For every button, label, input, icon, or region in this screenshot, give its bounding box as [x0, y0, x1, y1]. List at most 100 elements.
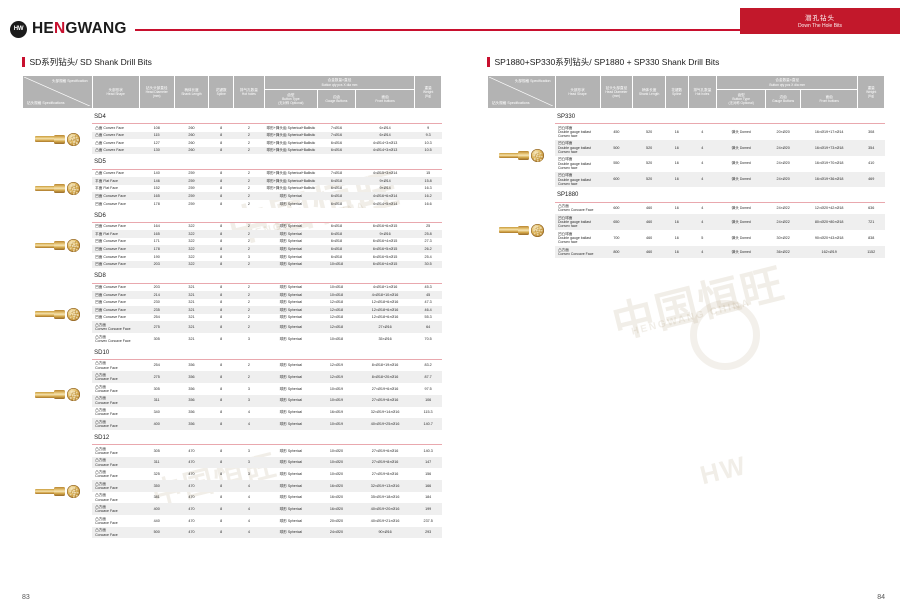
cell-gauge-buttons: 10×Ø19 [317, 394, 356, 407]
cell-gauge-buttons: 10×Ø20 [329, 448, 344, 453]
group-image-cell [22, 154, 93, 169]
table-row: 平面 Flat Face 146 259 8 2 球形+弹头齿 Spherica… [23, 177, 442, 185]
cell-front-buttons: 4×Ø14+3×Ø13 [372, 140, 398, 145]
table-row: 凸方面 Concave Face 325 470 8 3 球形 Spherica… [23, 468, 442, 480]
cell-head-shape: 凸方面 Concave Face [92, 445, 139, 457]
cell-button-type: 球形 Spherical [264, 245, 318, 254]
group-name-cell: SP330 [555, 108, 885, 124]
cell-gauge-buttons: 12×Ø19 [329, 363, 344, 368]
head-shape-cn: 凸面 [95, 133, 103, 138]
col-weight-unit: (Kg) [868, 94, 875, 99]
button-type-cn: 球形 [279, 506, 287, 511]
cell-spline: 8 [208, 526, 234, 539]
cell-spline: 16 [674, 206, 679, 211]
cell-weight: 199 [414, 503, 442, 516]
button-type-en: Spherical [287, 247, 303, 252]
head-shape-cn: 凹面 [95, 292, 103, 297]
head-shape-cn: 凸方面 [95, 361, 106, 366]
cell-head-diameter: 340 [153, 410, 160, 415]
cell-head-shape: 凸方面 Concave Face [92, 394, 140, 407]
cell-shank-length: 322 [188, 254, 195, 259]
cell-gauge-buttons: 6×Ø16 [317, 146, 356, 155]
cell-spline: 8 [208, 192, 234, 200]
group-divider [555, 123, 885, 124]
cell-head-diameter: 311 [139, 394, 175, 407]
group-name: SP1880 [557, 192, 579, 199]
button-type-cn: 球形 [279, 363, 287, 368]
cell-gauge-buttons: 12×Ø19 [317, 371, 356, 384]
button-type-cn: 球形 [279, 471, 287, 476]
cell-gauge-buttons: 10×Ø19 [329, 386, 344, 391]
drill-bit-illustration [24, 182, 92, 196]
group-image-cell [487, 108, 556, 124]
right-section-title: SP1880+SP330系列钻头/ SP1880 + SP330 Shank D… [487, 56, 885, 68]
watermark-cn: 中国恒旺 [607, 259, 790, 348]
cell-button-type: 球形 Spherical [264, 418, 318, 430]
cell-gauge-buttons: 7×Ø16 [317, 131, 356, 140]
cell-weight: 16.6 [424, 201, 432, 206]
cell-button-type: 球形+弹头齿 Spherical+Ballistic [264, 139, 317, 147]
head-shape-en: Concave Face [103, 300, 126, 305]
cell-spline: 8 [208, 131, 234, 140]
cell-spline: 8 [220, 254, 223, 259]
drill-bit-shank [34, 136, 55, 142]
cell-shank-length: 520 [646, 129, 653, 134]
button-type-en: Spherical [287, 495, 303, 500]
cell-spline: 8 [208, 418, 234, 430]
cell-shank-length: 470 [188, 471, 195, 476]
cell-head-diameter: 130 [139, 146, 175, 155]
drill-bit-head [53, 309, 65, 319]
button-type-en: Spherical [287, 518, 303, 523]
cell-gauge-buttons: 10×Ø20 [329, 471, 344, 476]
cell-button-type: 球形 Spherical [264, 238, 317, 246]
button-type-cn: 球形+弹头齿 [266, 133, 287, 138]
button-type-en: Domed [739, 235, 751, 240]
cell-gauge-buttons: 24×Ø20 [317, 526, 356, 539]
cell-shank-length: 321 [188, 315, 195, 320]
cell-shank-length: 260 [188, 140, 195, 145]
cell-front-buttons: 12×Ø20+42×Ø18 [814, 206, 844, 211]
button-type-cn: 球形 [279, 193, 287, 198]
cell-front-buttons: 35×Ø16 [378, 336, 392, 341]
cell-weight: 166 [414, 479, 442, 492]
cell-front-buttons: 6×Ø16+6×Ø15 [372, 224, 398, 229]
head-shape-cn: 凹凸球面 [558, 157, 573, 162]
cell-spline: 8 [208, 306, 234, 314]
group-heading-row: SD6 [22, 207, 442, 222]
cell-spline: 8 [208, 321, 234, 334]
group-divider-row [23, 444, 442, 445]
button-type-en: Domed [739, 206, 751, 211]
button-type-cn: 球形 [279, 247, 287, 252]
cell-head-diameter: 350 [139, 479, 175, 492]
head-shape-en: Concave Face [95, 532, 118, 537]
drill-bit-side-view [34, 184, 65, 194]
product-image-cell [23, 283, 93, 345]
button-type-en: Spherical [287, 530, 303, 535]
cell-weight: 1152 [857, 245, 885, 258]
cell-head-shape: 凹面 Concave Face [92, 306, 140, 314]
head-shape-cn: 凸面 [95, 148, 103, 153]
head-shape-cn: 凹面 [95, 224, 103, 229]
cell-holes: 2 [233, 230, 265, 238]
button-type-cn: 弹头 [731, 145, 739, 150]
cell-gauge-buttons: 36×Ø22 [765, 245, 801, 258]
cell-spline: 8 [220, 386, 223, 391]
group-divider-row [23, 168, 442, 170]
cell-shank-length: 470 [174, 526, 209, 539]
head-shape-cn: 凸方面 [558, 247, 569, 252]
head-shape-en: Convex Concave Face [558, 208, 594, 213]
cell-shank-length: 520 [646, 161, 653, 166]
group-heading-row: SD8 [22, 268, 442, 283]
cell-shank-length: 322 [174, 230, 209, 238]
cell-shank-length: 259 [188, 186, 195, 191]
cell-weight: 46.4 [414, 306, 442, 314]
button-type-cn: 球形 [279, 224, 287, 229]
cell-weight: 47.3 [424, 300, 432, 305]
table-row: 凸方面 Concave Face 311 470 8 3 球形 Spherica… [23, 456, 442, 469]
col-weight: 重量 Weight (Kg) [414, 75, 442, 109]
cell-front-buttons: 40×Ø19+21×Ø16 [370, 518, 400, 523]
cell-holes: 4 [701, 206, 704, 211]
cell-front-buttons: 4×Ø18+10×Ø16 [355, 290, 415, 299]
cell-spline: 8 [208, 479, 234, 492]
drill-bit-face-view [530, 223, 544, 237]
